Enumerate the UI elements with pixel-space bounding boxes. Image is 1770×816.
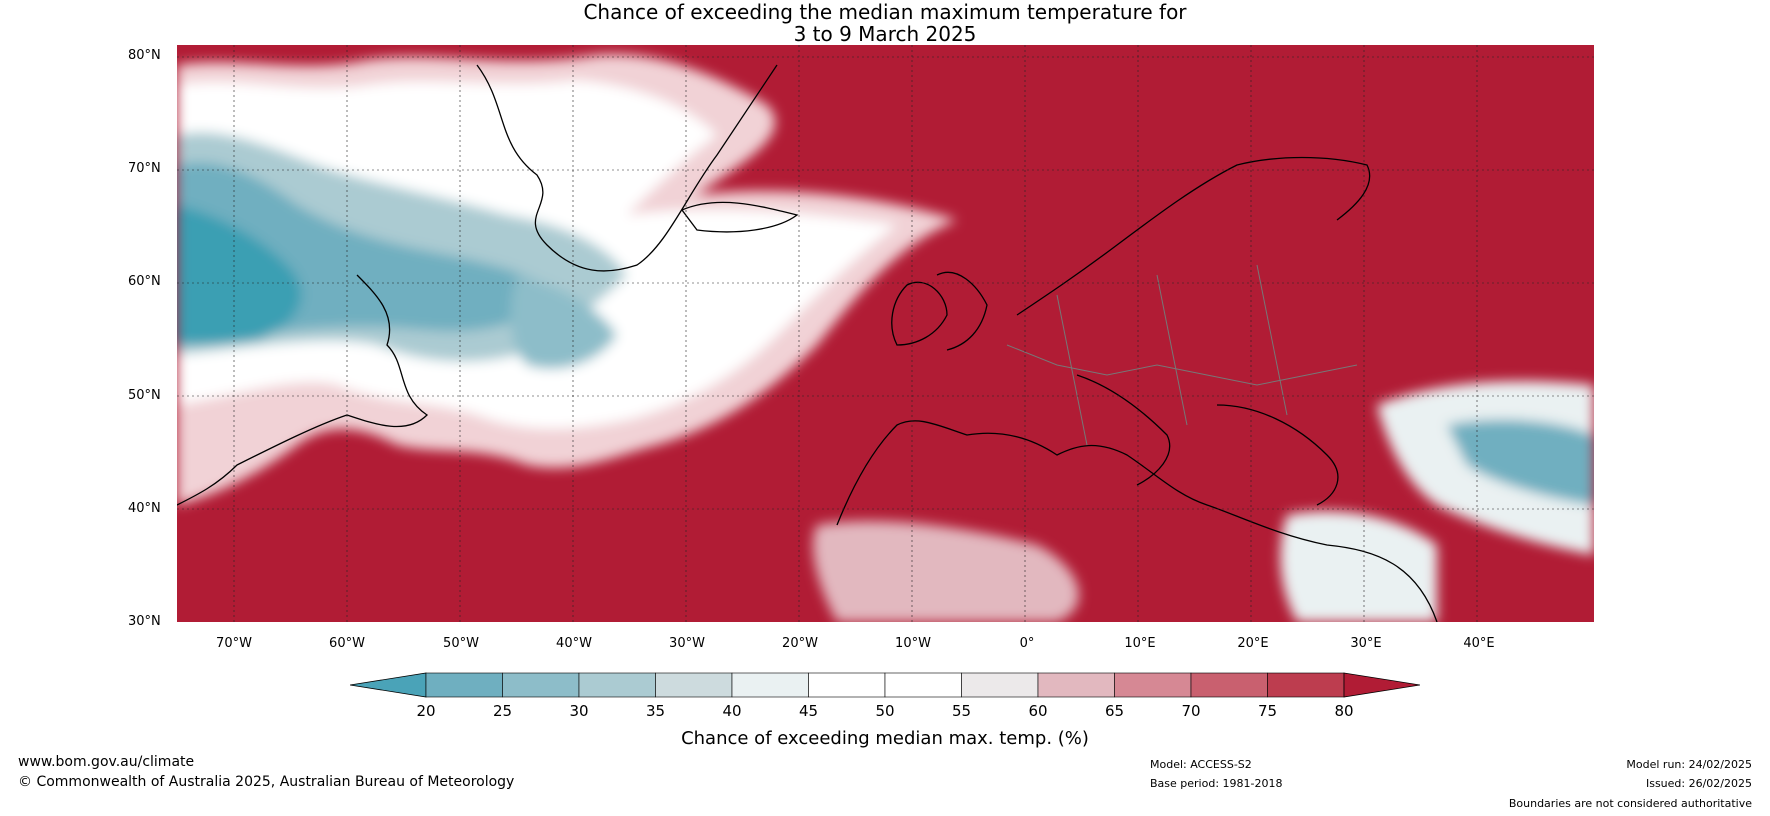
coastlines (177, 64, 1438, 622)
colorbar-segment (502, 672, 580, 698)
lat-label-70n: 70°N (128, 161, 161, 176)
footer-base-period: Base period: 1981-2018 (1150, 777, 1283, 790)
lon-label-20w: 20°W (782, 636, 818, 651)
footer-model: Model: ACCESS-S2 (1150, 758, 1252, 771)
footer-model-run: Model run: 24/02/2025 (1626, 758, 1752, 771)
colorbar-tick-label: 70 (1181, 702, 1201, 720)
chart-title-line-2: 3 to 9 March 2025 (793, 22, 977, 46)
colorbar-tick-label: 65 (1104, 702, 1125, 720)
colorbar-segment (1190, 672, 1268, 698)
lat-label-40n: 40°N (128, 501, 161, 516)
colorbar-label: Chance of exceeding median max. temp. (%… (681, 728, 1089, 749)
colorbar-segment (1114, 672, 1192, 698)
cool-anomaly-region (177, 54, 1594, 622)
colorbar-tick-label: 55 (951, 702, 972, 720)
colorbar-tick-label: 30 (569, 702, 589, 720)
colorbar-segment (808, 672, 886, 698)
colorbar-segment (731, 672, 809, 698)
colorbar-segment (1267, 672, 1345, 698)
lat-label-80n: 80°N (128, 48, 161, 63)
colorbar-segment (578, 672, 656, 698)
colorbar-tick-label: 40 (722, 702, 742, 720)
footer-copyright: © Commonwealth of Australia 2025, Austra… (18, 774, 515, 790)
colorbar-tick-label: 35 (645, 702, 666, 720)
lat-label-30n: 30°N (128, 614, 161, 629)
lon-label-10w: 10°W (895, 636, 931, 651)
colorbar-tick-label: 50 (875, 702, 895, 720)
colorbar-tick-label: 25 (492, 702, 513, 720)
footer-issued: Issued: 26/02/2025 (1645, 777, 1752, 790)
lon-label-30e: 30°E (1350, 636, 1382, 651)
graticule (177, 45, 1594, 622)
chart-title-line-1: Chance of exceeding the median maximum t… (583, 0, 1187, 24)
lon-label-50w: 50°W (443, 636, 479, 651)
lon-label-0: 0° (1019, 636, 1035, 651)
colorbar-high-arrow (1343, 672, 1420, 698)
colorbar-segment (655, 672, 733, 698)
map-canvas (177, 45, 1594, 622)
colorbar-tick-label: 75 (1257, 702, 1278, 720)
colorbar-tick-label: 45 (798, 702, 819, 720)
colorbar-tick-label: 60 (1028, 702, 1048, 720)
colorbar-segment (1037, 672, 1115, 698)
colorbar-segment (961, 672, 1039, 698)
colorbar (350, 672, 1420, 698)
colorbar-segment (425, 672, 503, 698)
colorbar-low-arrow (350, 672, 427, 698)
country-borders (1006, 264, 1358, 446)
lat-label-50n: 50°N (128, 388, 161, 403)
footer-site-url: www.bom.gov.au/climate (18, 754, 195, 770)
colorbar-segment (884, 672, 962, 698)
lon-label-70w: 70°W (216, 636, 252, 651)
lon-label-20e: 20°E (1237, 636, 1269, 651)
footer-disclaimer: Boundaries are not considered authoritat… (1508, 797, 1752, 810)
colorbar-tick-label: 80 (1334, 702, 1354, 720)
lon-label-10e: 10°E (1124, 636, 1156, 651)
forecast-map (177, 45, 1594, 622)
lon-label-60w: 60°W (329, 636, 365, 651)
lon-label-40w: 40°W (556, 636, 592, 651)
lat-label-60n: 60°N (128, 274, 161, 289)
colorbar-tick-label: 20 (416, 702, 436, 720)
lon-label-40e: 40°E (1463, 636, 1495, 651)
lon-label-30w: 30°W (669, 636, 705, 651)
